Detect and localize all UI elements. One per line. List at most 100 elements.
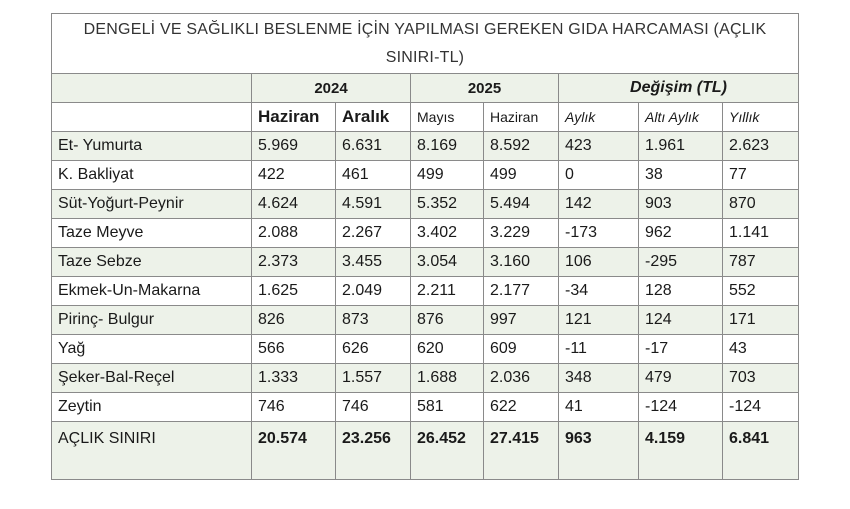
change-period-header: Yıllık [722,102,799,132]
table-row: K. Bakliyat 422 461 499 499 0 38 77 [51,160,799,190]
cell: 746 [251,392,336,422]
total-row: AÇLIK SINIRI 20.574 23.256 26.452 27.415… [51,421,799,480]
cell: 128 [638,276,723,306]
cell: 499 [410,160,484,190]
cell: 787 [722,247,799,277]
cell: 1.961 [638,131,723,161]
cell: 479 [638,363,723,393]
cell: -124 [722,392,799,422]
cell: 2.211 [410,276,484,306]
cell: 38 [638,160,723,190]
month-header: Mayıs [410,102,484,132]
cell: 348 [558,363,639,393]
cell: -295 [638,247,723,277]
cell: 552 [722,276,799,306]
cell: 1.141 [722,218,799,248]
cell: 461 [335,160,411,190]
empty-month-cell [51,102,252,132]
row-label: Taze Sebze [51,247,252,277]
row-label: K. Bakliyat [51,160,252,190]
cell: 171 [722,305,799,335]
food-expenditure-table: DENGELİ VE SAĞLIKLI BESLENME İÇİN YAPILM… [51,13,799,480]
cell: 6.631 [335,131,411,161]
month-header: Aralık [335,102,411,132]
table-row: Ekmek-Un-Makarna 1.625 2.049 2.211 2.177… [51,276,799,306]
cell: 5.352 [410,189,484,219]
cell: 4.591 [335,189,411,219]
cell: 422 [251,160,336,190]
cell: 903 [638,189,723,219]
cell: 566 [251,334,336,364]
cell: 1.688 [410,363,484,393]
cell: 2.267 [335,218,411,248]
total-cell: 23.256 [335,421,411,480]
change-period-header: Altı Aylık [638,102,723,132]
cell: 746 [335,392,411,422]
table-row: Zeytin 746 746 581 622 41 -124 -124 [51,392,799,422]
month-header: Haziran [483,102,559,132]
table-row: Şeker-Bal-Reçel 1.333 1.557 1.688 2.036 … [51,363,799,393]
cell: 8.592 [483,131,559,161]
cell: 124 [638,305,723,335]
row-label: Zeytin [51,392,252,422]
table-row: Taze Sebze 2.373 3.455 3.054 3.160 106 -… [51,247,799,277]
cell: 423 [558,131,639,161]
cell: 826 [251,305,336,335]
table-row: Taze Meyve 2.088 2.267 3.402 3.229 -173 … [51,218,799,248]
cell: 1.557 [335,363,411,393]
cell: -173 [558,218,639,248]
cell: 2.373 [251,247,336,277]
cell: 2.036 [483,363,559,393]
cell: 581 [410,392,484,422]
table-row: Süt-Yoğurt-Peynir 4.624 4.591 5.352 5.49… [51,189,799,219]
cell: 8.169 [410,131,484,161]
cell: 3.229 [483,218,559,248]
table-title: DENGELİ VE SAĞLIKLI BESLENME İÇİN YAPILM… [51,13,799,74]
row-label: Pirinç- Bulgur [51,305,252,335]
year-2025-header: 2025 [410,73,559,103]
cell: -11 [558,334,639,364]
cell: 41 [558,392,639,422]
cell: 3.160 [483,247,559,277]
cell: 106 [558,247,639,277]
total-cell: 26.452 [410,421,484,480]
change-period-header: Aylık [558,102,639,132]
cell: 0 [558,160,639,190]
cell: 142 [558,189,639,219]
cell: 3.402 [410,218,484,248]
table-row: Pirinç- Bulgur 826 873 876 997 121 124 1… [51,305,799,335]
cell: 121 [558,305,639,335]
cell: 2.177 [483,276,559,306]
year-2024-header: 2024 [251,73,411,103]
cell: 1.333 [251,363,336,393]
cell: 2.049 [335,276,411,306]
cell: 2.088 [251,218,336,248]
row-label: Et- Yumurta [51,131,252,161]
cell: 3.455 [335,247,411,277]
cell: -17 [638,334,723,364]
empty-header-cell [51,73,252,103]
cell: 77 [722,160,799,190]
month-header: Haziran [251,102,336,132]
cell: 1.625 [251,276,336,306]
cell: 2.623 [722,131,799,161]
row-label: Taze Meyve [51,218,252,248]
row-label: Şeker-Bal-Reçel [51,363,252,393]
cell: 626 [335,334,411,364]
table-row: Yağ 566 626 620 609 -11 -17 43 [51,334,799,364]
table-row: Et- Yumurta 5.969 6.631 8.169 8.592 423 … [51,131,799,161]
row-label: Süt-Yoğurt-Peynir [51,189,252,219]
cell: 3.054 [410,247,484,277]
cell: 622 [483,392,559,422]
row-label: Ekmek-Un-Makarna [51,276,252,306]
total-cell: 4.159 [638,421,723,480]
total-cell: 27.415 [483,421,559,480]
total-cell: 20.574 [251,421,336,480]
cell: 620 [410,334,484,364]
total-cell: 963 [558,421,639,480]
total-cell: 6.841 [722,421,799,480]
cell: 5.969 [251,131,336,161]
cell: 997 [483,305,559,335]
cell: 5.494 [483,189,559,219]
cell: 4.624 [251,189,336,219]
